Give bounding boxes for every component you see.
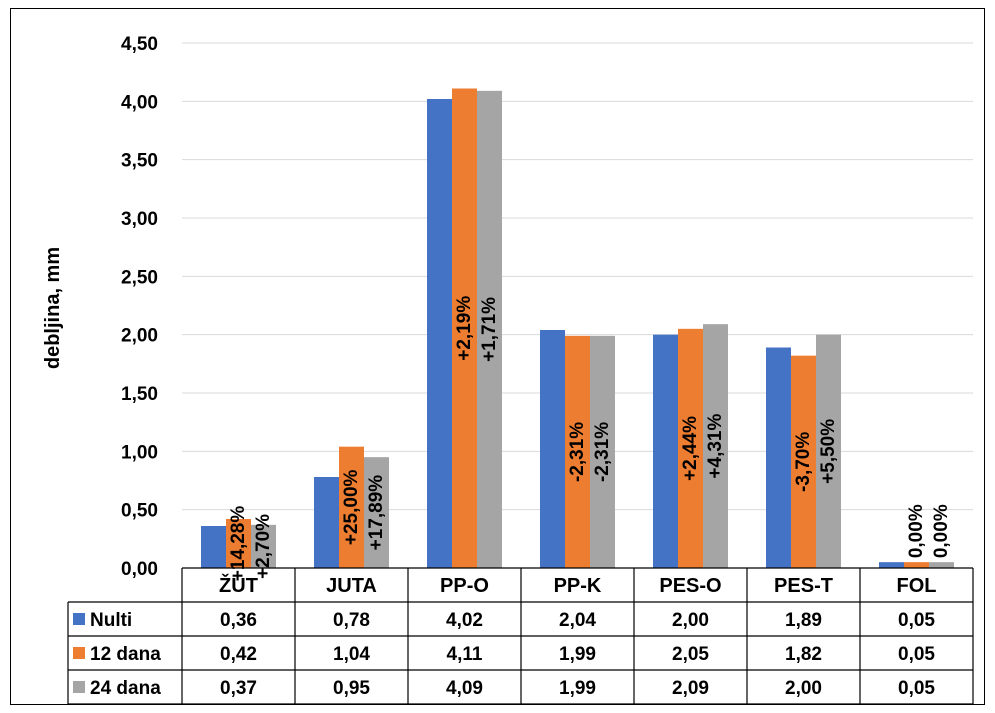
table-cell: 0,05	[898, 610, 935, 631]
category-label: FOL	[897, 575, 937, 597]
data-table: ŽUT JUTA PP-O PP-K PES-O PES-T FOL Nulti 0,36 0,7…	[67, 567, 974, 705]
data-label: +14,28%	[228, 506, 249, 582]
y-tick-label: 2,50	[121, 267, 158, 288]
bar	[540, 330, 565, 568]
legend-key	[73, 647, 85, 659]
series-name: Nulti	[90, 610, 132, 631]
y-tick-label: 4,00	[121, 92, 158, 113]
bar	[201, 526, 226, 568]
table-cell: 2,00	[785, 678, 822, 699]
annotations: +14,28% +2,70% +25,00% +17,89% +2,19% +1,71% -…	[228, 296, 952, 582]
data-label: +2,19%	[454, 296, 475, 361]
y-tick-label: 3,00	[121, 209, 158, 230]
legend-key	[73, 681, 85, 693]
bar	[364, 457, 389, 568]
category-label: JUTA	[326, 575, 377, 597]
chart-frame: 0,00 0,50 1,00 1,50 2,00 2,50 3,00 3,50 4,00 4,50…	[10, 8, 985, 705]
bar	[791, 355, 816, 568]
bar	[816, 334, 841, 568]
table-cell: 1,82	[785, 644, 822, 665]
table-cell: 0,95	[333, 678, 370, 699]
y-tick-label: 1,50	[121, 384, 158, 405]
data-label: +17,89%	[366, 475, 387, 551]
data-label: +1,71%	[479, 297, 500, 362]
bar	[879, 562, 904, 568]
data-label: +5,50%	[818, 419, 839, 484]
bar	[653, 334, 678, 568]
category-label: ŽUT	[219, 573, 258, 597]
table-cell: 2,00	[672, 610, 709, 631]
category-label: PES-O	[659, 575, 721, 597]
y-tick-label: 4,50	[121, 34, 158, 55]
data-label: -2,31%	[592, 422, 613, 482]
table-cell: 4,02	[446, 610, 483, 631]
bar	[929, 562, 954, 568]
y-tick-label: 3,50	[121, 151, 158, 172]
bar	[904, 562, 929, 568]
legend-key	[73, 613, 85, 625]
bar	[590, 335, 615, 568]
table-cell: 0,42	[220, 644, 257, 665]
bar	[314, 477, 339, 568]
bar	[339, 446, 364, 568]
table-cell: 0,37	[220, 678, 257, 699]
bar	[226, 519, 251, 568]
category-label: PP-K	[554, 575, 602, 597]
table-cell: 1,99	[559, 644, 596, 665]
bar-chart: 0,00 0,50 1,00 1,50 2,00 2,50 3,00 3,50 4,00 4,50…	[42, 34, 974, 705]
table-cell: 4,11	[447, 644, 483, 665]
bar	[477, 90, 502, 568]
table-cell: 2,05	[672, 644, 709, 665]
y-tick-label: 0,00	[121, 559, 158, 580]
table-cell: 0,78	[333, 610, 370, 631]
bar	[766, 347, 791, 568]
gridlines	[182, 42, 973, 511]
category-label: PES-T	[774, 575, 833, 597]
data-label: +2,44%	[680, 416, 701, 481]
data-label: 0,00%	[931, 504, 952, 558]
bar	[678, 328, 703, 568]
y-tick-label: 0,50	[121, 501, 158, 522]
data-label: +2,70%	[253, 514, 274, 579]
y-axis-label: debljina, mm	[42, 247, 64, 369]
table-cell: 1,89	[785, 610, 822, 631]
table-cell: 0,05	[898, 678, 935, 699]
bar	[452, 88, 477, 568]
table-cell: 1,99	[559, 678, 596, 699]
table-cell: 0,36	[220, 610, 257, 631]
data-label: 0,00%	[906, 504, 927, 558]
y-axis-ticks: 0,00 0,50 1,00 1,50 2,00 2,50 3,00 3,50 4,00 4,50	[121, 34, 158, 580]
bar	[565, 335, 590, 568]
y-tick-label: 2,00	[121, 326, 158, 347]
table-cell: 2,09	[672, 678, 709, 699]
data-label: +4,31%	[705, 414, 726, 479]
bar	[251, 524, 276, 568]
bar	[703, 324, 728, 568]
bar	[427, 99, 452, 568]
table-cell: 1,04	[333, 644, 370, 665]
table-cell: 0,05	[898, 644, 935, 665]
series-name: 12 dana	[90, 644, 161, 665]
data-label: -3,70%	[793, 432, 814, 492]
table-cell: 4,09	[446, 678, 483, 699]
series-name: 24 dana	[90, 678, 161, 699]
data-label: +25,00%	[341, 469, 362, 545]
category-label: PP-O	[440, 575, 489, 597]
table-cell: 2,04	[559, 610, 596, 631]
bars	[201, 88, 954, 568]
y-tick-label: 1,00	[121, 442, 158, 463]
data-label: -2,31%	[567, 422, 588, 482]
